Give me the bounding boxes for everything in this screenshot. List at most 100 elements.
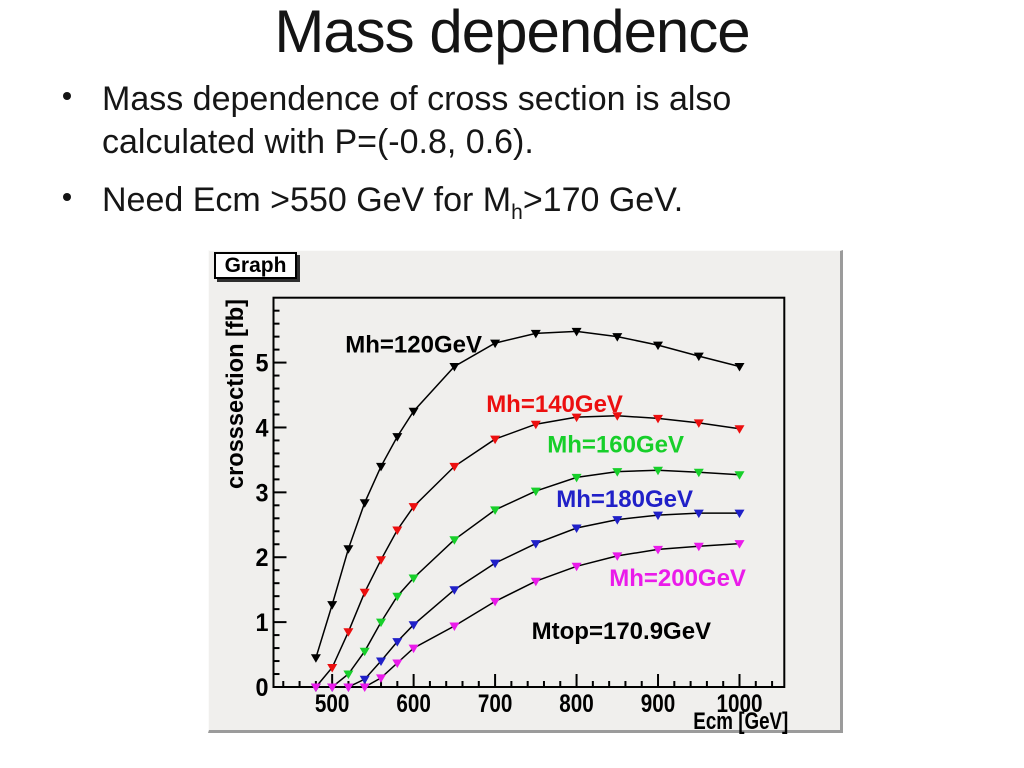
triangle-marker [571,524,582,533]
triangle-marker [571,413,582,423]
y-axis-title: crosssection [fb] [222,299,249,489]
triangle-marker [612,516,623,525]
triangle-marker [571,327,582,337]
y-tick-label: 0 [256,674,269,702]
triangle-marker [327,601,338,610]
y-tick-label: 3 [256,479,269,507]
graph-pad-title-text: Graph [224,253,287,277]
triangle-marker [359,499,370,508]
triangle-marker [408,574,419,583]
bullet-list: Mass dependence of cross section is also… [60,78,790,224]
triangle-marker [343,683,354,692]
triangle-marker [490,506,501,515]
triangle-marker [571,562,582,572]
triangle-marker [490,435,501,445]
triangle-marker [449,363,460,372]
triangle-marker [327,683,338,692]
y-tick-label: 2 [256,544,269,572]
series-label: Mh=120GeV [345,331,482,358]
triangle-marker [490,339,501,349]
series-Mh=180GeV: Mh=180GeV [310,486,745,692]
series-Mh=200GeV: Mh=200GeV [310,540,746,692]
triangle-marker [376,618,386,628]
plot-frame [272,296,786,688]
triangle-marker [310,683,321,692]
x-tick-label: 800 [559,690,594,718]
triangle-marker [408,407,419,417]
slide-title: Mass dependence [274,0,750,65]
triangle-marker [376,462,386,472]
x-tick-label: 500 [315,690,350,718]
triangle-marker [392,592,403,602]
triangle-marker [359,683,370,692]
triangle-marker [343,545,354,554]
bullet-dot [63,193,71,201]
graph-panel: 500 600 700 800 900 1000 0 1 2 3 4 5 Ecm [GeV] crosss… [208,250,843,734]
series-label: Mh=200GeV [609,565,746,592]
triangle-marker [612,333,623,342]
triangle-marker [571,473,582,483]
triangle-marker [653,466,663,476]
triangle-marker [530,329,541,339]
triangle-marker [734,425,745,434]
triangle-marker [612,552,623,561]
triangle-marker [653,511,663,521]
chart-svg: 500 600 700 800 900 1000 0 1 2 3 4 5 Ecm [GeV] crosss… [222,296,788,734]
annotations: Mtop=170.9GeV [532,618,711,645]
triangle-marker [530,420,541,430]
series-label: Mh=160GeV [547,431,684,458]
triangle-marker [693,509,704,519]
triangle-marker [530,487,541,497]
triangle-marker [612,412,623,421]
triangle-marker [653,414,663,424]
triangle-marker [343,628,354,637]
annotation-text: Mtop=170.9GeV [532,618,711,645]
triangle-marker [408,503,419,512]
bullet-dot [63,92,71,100]
triangle-marker [449,622,460,631]
triangle-marker [376,657,386,666]
triangle-marker [376,556,386,565]
y-tick-label: 5 [256,350,269,378]
subscript-h: h [511,200,523,224]
triangle-marker [653,545,663,555]
series-label: Mh=180GeV [556,486,693,513]
triangle-marker [343,670,354,679]
x-axis-title: Ecm [GeV] [693,708,788,734]
triangle-marker [327,664,338,673]
triangle-marker [408,621,419,630]
bullet-item: Mass dependence of cross section is also… [60,78,790,164]
triangle-marker [734,540,745,549]
series-Mh=160GeV: Mh=160GeV [310,431,745,692]
triangle-marker [449,536,460,545]
bullet-item: Need Ecm >550 GeV for Mh>170 GeV. [60,179,790,224]
triangle-marker [734,509,745,519]
triangle-marker [359,588,370,598]
x-tick-label: 1000 [716,690,762,718]
triangle-marker [734,363,745,372]
graph-pad-title: Graph [214,252,297,279]
triangle-marker [392,526,403,535]
y-tick-label: 1 [256,609,269,637]
series-label: Mh=140GeV [486,391,623,418]
y-tick-label: 4 [256,414,269,442]
triangle-marker [376,674,386,683]
bullet-text-post: >170 GeV. [522,181,684,219]
bullet-text: Mass dependence of cross section is also… [102,80,732,161]
triangle-marker [693,419,704,428]
triangle-marker [392,433,403,442]
axis-labels: 500 600 700 800 900 1000 0 1 2 3 4 5 Ecm [GeV] crosss… [222,299,788,734]
triangle-marker [310,654,321,663]
triangle-marker [490,597,501,607]
triangle-marker [653,341,663,351]
triangle-marker [530,577,541,587]
triangle-marker [490,559,501,569]
triangle-marker [359,675,370,685]
triangle-marker [392,659,403,668]
triangle-marker [359,647,370,657]
triangle-marker [530,540,541,549]
triangle-marker [449,462,460,472]
x-tick-label: 600 [396,690,431,718]
triangle-marker [408,644,419,654]
x-tick-label: 900 [641,690,676,718]
